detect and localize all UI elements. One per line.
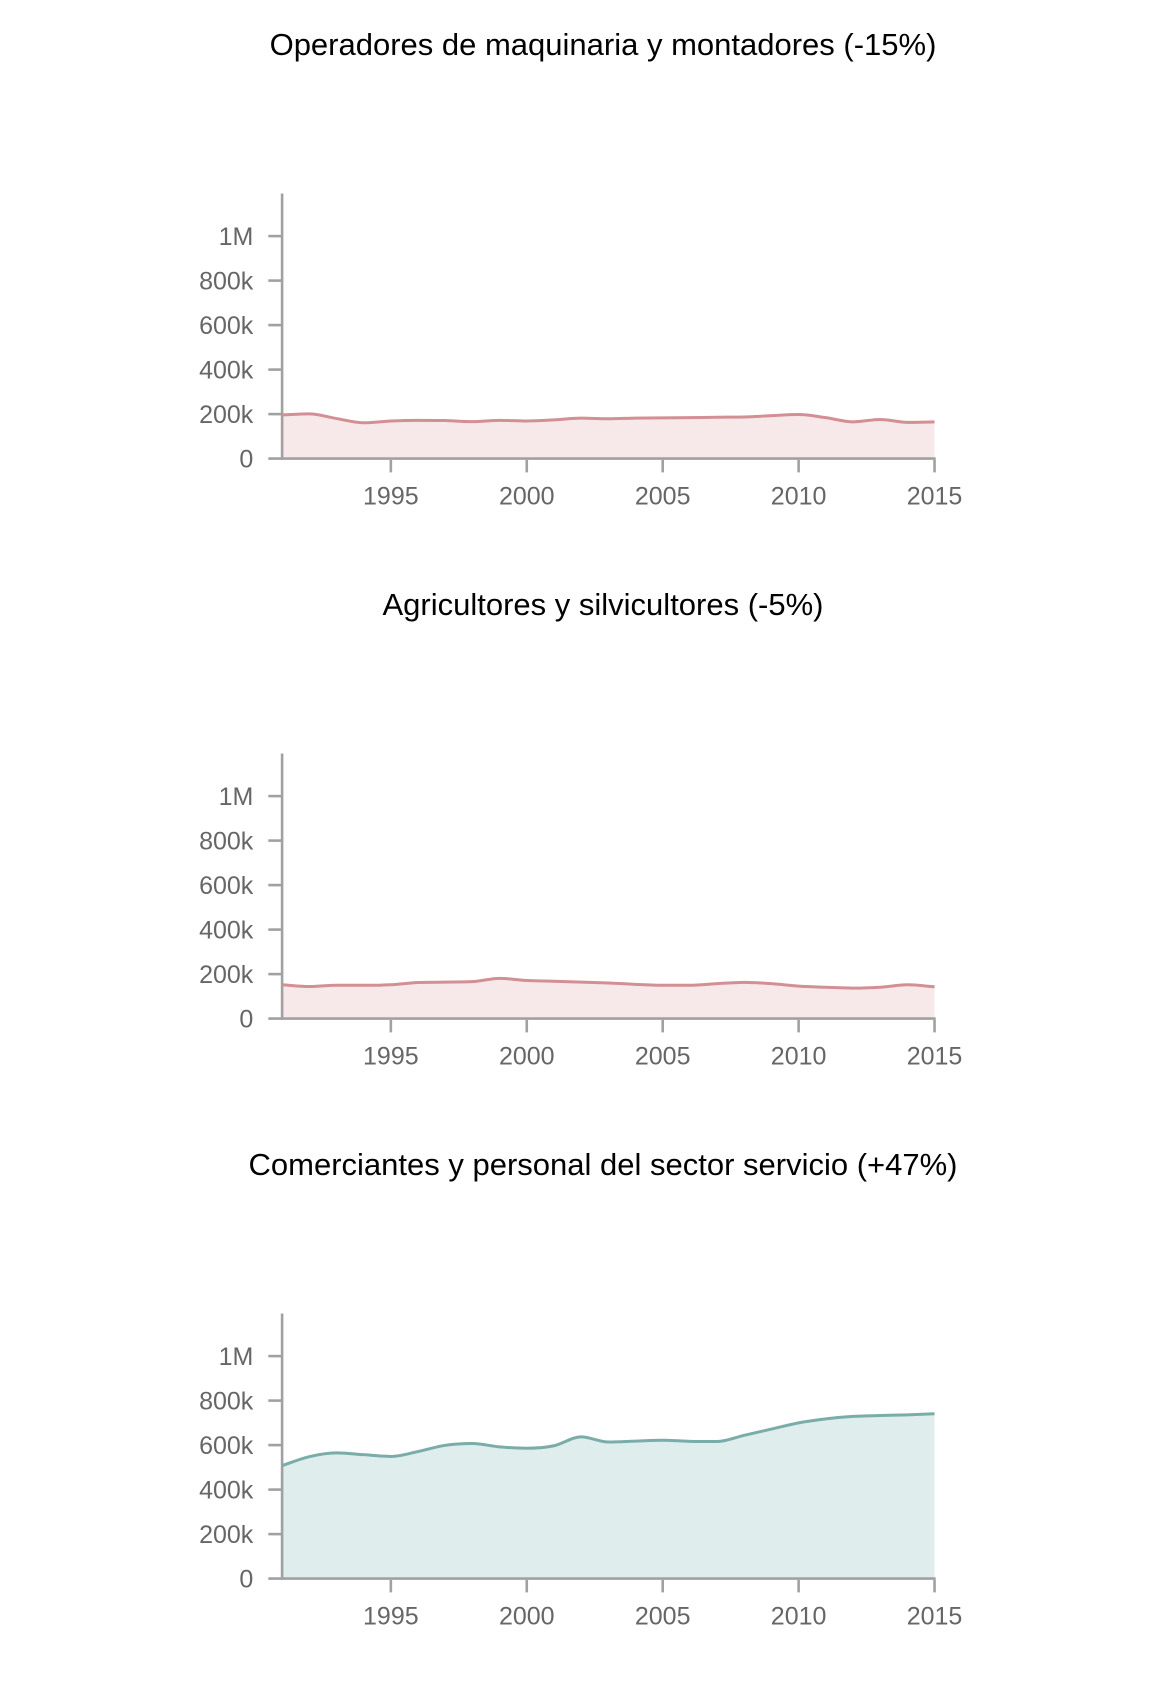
svg-text:2000: 2000 bbox=[499, 1042, 555, 1070]
svg-text:0: 0 bbox=[239, 446, 253, 474]
svg-text:2015: 2015 bbox=[907, 482, 963, 510]
svg-text:800k: 800k bbox=[199, 268, 254, 296]
svg-text:1M: 1M bbox=[219, 783, 254, 811]
svg-text:2010: 2010 bbox=[771, 482, 827, 510]
svg-text:200k: 200k bbox=[199, 961, 254, 989]
svg-text:2015: 2015 bbox=[907, 1042, 963, 1070]
svg-text:1995: 1995 bbox=[363, 1042, 419, 1070]
svg-text:600k: 600k bbox=[199, 312, 254, 340]
svg-text:600k: 600k bbox=[199, 1432, 254, 1460]
svg-text:1995: 1995 bbox=[363, 1602, 419, 1630]
svg-text:2005: 2005 bbox=[635, 482, 691, 510]
svg-text:0: 0 bbox=[239, 1566, 253, 1594]
svg-text:0: 0 bbox=[239, 1006, 253, 1034]
svg-text:2015: 2015 bbox=[907, 1602, 963, 1630]
svg-text:2005: 2005 bbox=[635, 1042, 691, 1070]
svg-text:2005: 2005 bbox=[635, 1602, 691, 1630]
svg-text:Operadores de maquinaria y mon: Operadores de maquinaria y montadores (-… bbox=[270, 27, 937, 62]
svg-text:2010: 2010 bbox=[771, 1042, 827, 1070]
svg-text:2000: 2000 bbox=[499, 482, 555, 510]
svg-text:200k: 200k bbox=[199, 401, 254, 429]
svg-text:Agricultores y silvicultores (: Agricultores y silvicultores (-5%) bbox=[383, 587, 824, 622]
svg-text:2010: 2010 bbox=[771, 1602, 827, 1630]
svg-text:400k: 400k bbox=[199, 1477, 254, 1505]
svg-text:2000: 2000 bbox=[499, 1602, 555, 1630]
svg-text:400k: 400k bbox=[199, 917, 254, 945]
svg-text:800k: 800k bbox=[199, 1388, 254, 1416]
svg-text:1M: 1M bbox=[219, 1343, 254, 1371]
svg-text:200k: 200k bbox=[199, 1521, 254, 1549]
svg-text:600k: 600k bbox=[199, 872, 254, 900]
svg-text:800k: 800k bbox=[199, 828, 254, 856]
svg-text:1M: 1M bbox=[219, 223, 254, 251]
svg-text:400k: 400k bbox=[199, 357, 254, 385]
svg-text:1995: 1995 bbox=[363, 482, 419, 510]
svg-text:Comerciantes y personal del se: Comerciantes y personal del sector servi… bbox=[249, 1147, 958, 1182]
